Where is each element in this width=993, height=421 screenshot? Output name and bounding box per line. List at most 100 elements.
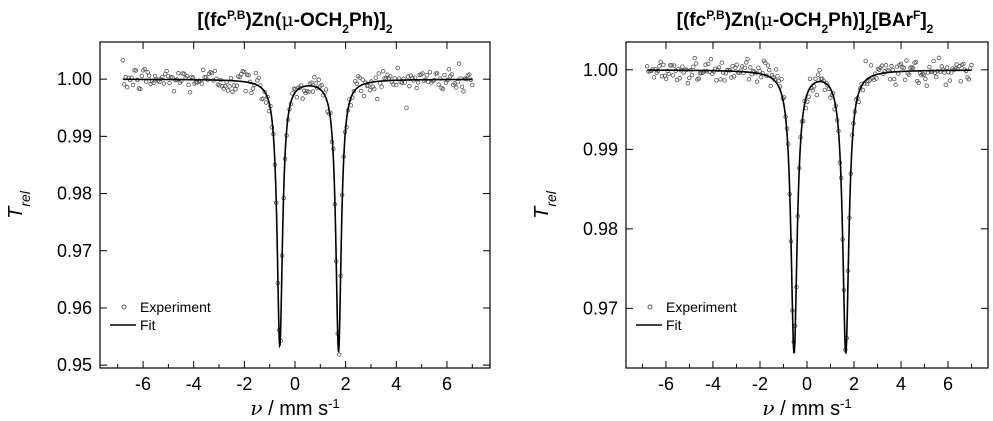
data-point [924, 83, 929, 88]
x-tick-label: 2 [849, 374, 859, 394]
data-point [889, 63, 894, 69]
data-point [138, 86, 143, 92]
x-tick-label: -6 [135, 374, 151, 394]
data-point [124, 84, 130, 90]
data-point [260, 96, 266, 101]
data-point [249, 90, 254, 96]
data-point [230, 89, 235, 94]
data-point [415, 80, 421, 85]
y-tick-label: 0.95 [57, 355, 92, 375]
data-point [961, 61, 966, 67]
data-point [714, 78, 719, 83]
data-point [209, 71, 215, 76]
data-point [373, 75, 378, 80]
data-point [745, 56, 750, 62]
data-point [212, 68, 218, 74]
data-point [672, 63, 677, 68]
data-point [310, 89, 316, 94]
data-point [883, 63, 889, 68]
data-point [467, 72, 472, 77]
data-point [742, 65, 748, 71]
data-point [763, 60, 768, 66]
data-point [455, 79, 460, 85]
data-point [906, 72, 912, 77]
y-tick-label: 0.99 [583, 139, 618, 159]
data-point [934, 74, 939, 80]
data-point [337, 352, 342, 357]
data-point [222, 84, 228, 89]
data-point [765, 63, 771, 68]
chart-2: -6 -4 -2 0 2 4 6 0.97 0.98 0.99 1.00 Experiment Fit [… [531, 8, 989, 421]
data-point [395, 65, 400, 71]
data-point [358, 88, 364, 94]
x-tick-label: -2 [752, 374, 768, 394]
data-point [958, 79, 963, 84]
data-point [171, 89, 177, 94]
data-point [944, 65, 950, 70]
data-point [366, 83, 371, 89]
y-tick-label: 0.96 [57, 298, 92, 318]
data-point [130, 82, 136, 88]
data-point [931, 58, 936, 64]
data-point [814, 92, 820, 98]
x-tick-label: -4 [705, 374, 721, 394]
data-point [375, 96, 380, 102]
data-point [379, 84, 384, 89]
data-point [891, 76, 897, 82]
x-tick-label: 0 [802, 374, 812, 394]
y-tick-label: 0.97 [583, 298, 618, 318]
data-point [719, 60, 725, 65]
x-tick-label: 4 [896, 374, 906, 394]
data-point [947, 78, 953, 83]
x-axis-label: ν / mm s-1 [250, 396, 339, 421]
data-point [901, 65, 906, 71]
series-fit-line [122, 78, 473, 353]
y-axis-label: Trel [531, 190, 559, 219]
data-point [354, 81, 359, 86]
data-point [250, 86, 256, 91]
data-point [966, 77, 972, 82]
data-point [388, 74, 393, 79]
data-point [151, 80, 156, 86]
data-point [692, 55, 697, 61]
data-point [916, 80, 921, 85]
data-point [167, 80, 172, 86]
data-point [187, 90, 193, 95]
chart-title: [(fcP,B)Zn(μ-OCH2Ph)]2[BArF]2 [677, 8, 934, 36]
data-point [902, 77, 908, 82]
data-point [767, 67, 772, 73]
x-tick-label: -2 [236, 374, 252, 394]
x-tick-label: -4 [186, 374, 202, 394]
x-tick-label: 6 [943, 374, 953, 394]
x-tick-label: 6 [442, 374, 452, 394]
data-point [380, 69, 386, 74]
data-point [376, 71, 381, 76]
data-point [936, 55, 942, 61]
y-tick-label: 0.98 [583, 219, 618, 239]
x-axis-label: ν / mm s-1 [762, 396, 851, 421]
data-point [453, 85, 459, 90]
data-point [913, 59, 919, 65]
y-tick-label: 1.00 [57, 69, 92, 89]
data-point [927, 64, 932, 70]
data-point [773, 67, 779, 72]
data-point [666, 71, 672, 77]
data-point [779, 76, 784, 82]
data-point [910, 66, 916, 71]
data-point [768, 83, 773, 89]
data-point [361, 93, 367, 99]
data-point [313, 81, 319, 86]
data-point [231, 83, 237, 88]
y-tick-label: 1.00 [583, 60, 618, 80]
data-point [668, 63, 673, 68]
legend-label-fit: Fit [140, 317, 156, 333]
data-point [243, 88, 248, 94]
data-point [856, 99, 862, 105]
y-tick-label: 0.99 [57, 126, 92, 146]
data-point [693, 61, 699, 66]
data-point [680, 64, 685, 69]
data-point [696, 76, 701, 81]
data-point [449, 72, 455, 77]
data-point [146, 73, 152, 78]
